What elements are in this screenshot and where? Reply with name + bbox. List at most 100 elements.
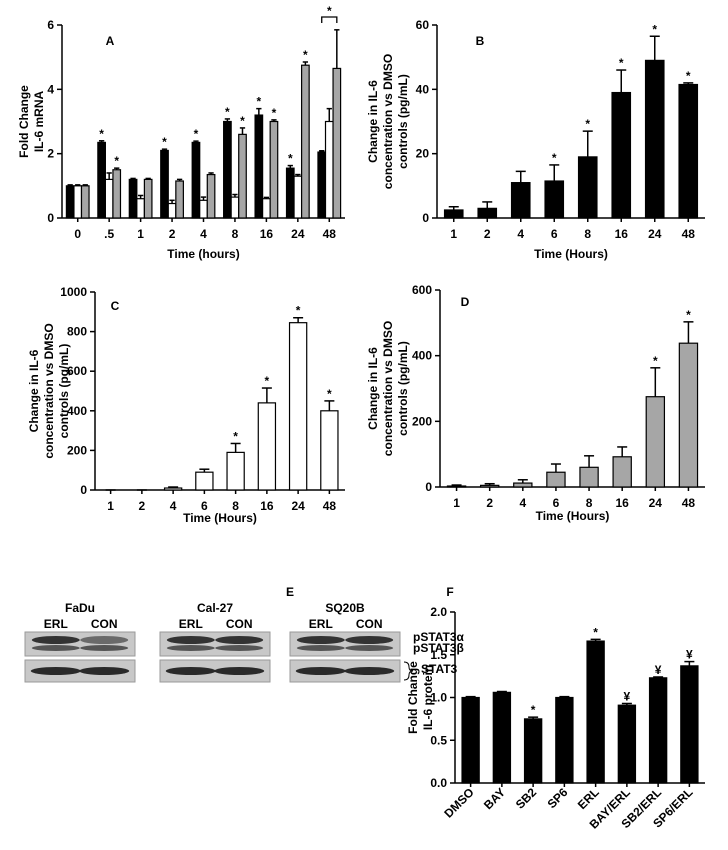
significance-bracket (321, 16, 338, 23)
significance-marker: * (652, 22, 657, 36)
x-tick-label: 4 (170, 499, 177, 513)
x-tick-label: 2 (139, 499, 146, 513)
blot-band (214, 667, 265, 675)
blot-band (166, 645, 215, 651)
blot-strip (289, 631, 401, 657)
significance-marker: * (99, 127, 104, 141)
error-bar (683, 82, 694, 85)
blot-band (295, 667, 346, 675)
error-bar (559, 695, 570, 698)
error-bar (199, 468, 210, 473)
error-bar (176, 178, 183, 182)
error-bar (293, 316, 304, 323)
x-tick-label: 1 (450, 227, 457, 241)
blot-strip (159, 631, 271, 657)
x-tick-label: 48 (682, 227, 696, 241)
bar (136, 198, 145, 219)
bar (262, 198, 271, 219)
bar (285, 167, 295, 219)
error-bar (549, 164, 560, 182)
cell-line-label: FaDu (65, 601, 95, 615)
x-tick-label: 48 (682, 496, 696, 510)
bar (611, 91, 632, 219)
band-label: pSTAT3α (413, 630, 465, 644)
error-bar (451, 484, 462, 487)
y-tick-label: 200 (67, 443, 87, 457)
bar (301, 64, 310, 219)
bar (143, 178, 153, 219)
x-tick-label: 1 (137, 227, 144, 241)
blot-band (165, 667, 216, 675)
bar (443, 209, 464, 219)
y-tick-label: 20 (416, 147, 430, 161)
bar (199, 199, 208, 219)
western-blot: E FaDu ERL CON Cal-27 ERL CON SQ20B ERL CON pSTAT… (24, 585, 465, 683)
x-tick-label: 24 (649, 496, 663, 510)
bar (648, 677, 668, 784)
x-tick-label: SB2 (513, 785, 540, 812)
significance-marker: ¥ (686, 648, 693, 662)
x-tick-label: 4 (519, 496, 526, 510)
bar (80, 185, 90, 219)
bar (223, 120, 232, 219)
x-axis-label: Time (hours) (167, 247, 239, 261)
y-tick-label: 0.0 (430, 776, 447, 790)
blot-band (345, 636, 394, 644)
y-axis-label: IL-6 mRNA (32, 91, 46, 153)
panel-label: F (446, 585, 453, 599)
error-bar (145, 177, 151, 180)
x-tick-label: 4 (200, 227, 207, 241)
y-tick-label: 4 (47, 82, 54, 96)
chart-panel: F 0.0 0.5 1.0 1.5 2.0 Fold Change IL-6 protein D… (406, 585, 705, 832)
blot-strip (24, 631, 136, 657)
lane-label: CON (226, 617, 253, 631)
significance-marker: * (552, 151, 557, 165)
error-bar (334, 29, 340, 69)
x-tick-label: 2 (169, 227, 176, 241)
error-bar (326, 107, 332, 122)
error-bar (515, 170, 526, 183)
error-bar (256, 107, 262, 116)
error-bar (584, 455, 595, 468)
bar (206, 173, 216, 219)
error-bar (653, 676, 664, 678)
x-axis-label: Time (Hours) (183, 511, 257, 525)
band-label: pSTAT3β (413, 641, 464, 655)
bar (160, 149, 169, 219)
significance-marker: * (686, 308, 691, 322)
error-bar (528, 716, 539, 719)
error-bar (82, 184, 88, 186)
x-tick-label: 24 (291, 227, 305, 241)
y-axis-label: controls (pg/mL) (57, 344, 71, 439)
y-tick-label: 2 (47, 147, 54, 161)
significance-marker: * (114, 154, 119, 168)
y-tick-label: 0 (425, 480, 432, 494)
bar (332, 67, 342, 219)
bar (645, 396, 666, 488)
error-bar (649, 35, 660, 61)
error-bar (224, 118, 231, 122)
lane-label: ERL (179, 617, 203, 631)
x-tick-label: 2 (484, 227, 491, 241)
error-bar (302, 61, 309, 66)
error-bar (465, 695, 476, 698)
bar (586, 640, 605, 784)
panel-label: B (476, 34, 485, 48)
bar (288, 322, 308, 491)
significance-marker: * (531, 703, 536, 717)
significance-marker: * (327, 4, 332, 18)
bar (612, 456, 632, 488)
significance-marker: ¥ (624, 689, 631, 703)
error-bar (616, 69, 627, 93)
y-tick-label: 400 (412, 349, 432, 363)
error-bar (114, 167, 120, 170)
panel-label: E (286, 585, 294, 599)
band-brace (403, 661, 414, 681)
y-tick-label: 0 (80, 483, 87, 497)
bar (513, 482, 533, 488)
blot-band (345, 645, 394, 651)
error-bar (67, 184, 73, 186)
bar (104, 178, 114, 219)
y-tick-label: 800 (67, 325, 87, 339)
